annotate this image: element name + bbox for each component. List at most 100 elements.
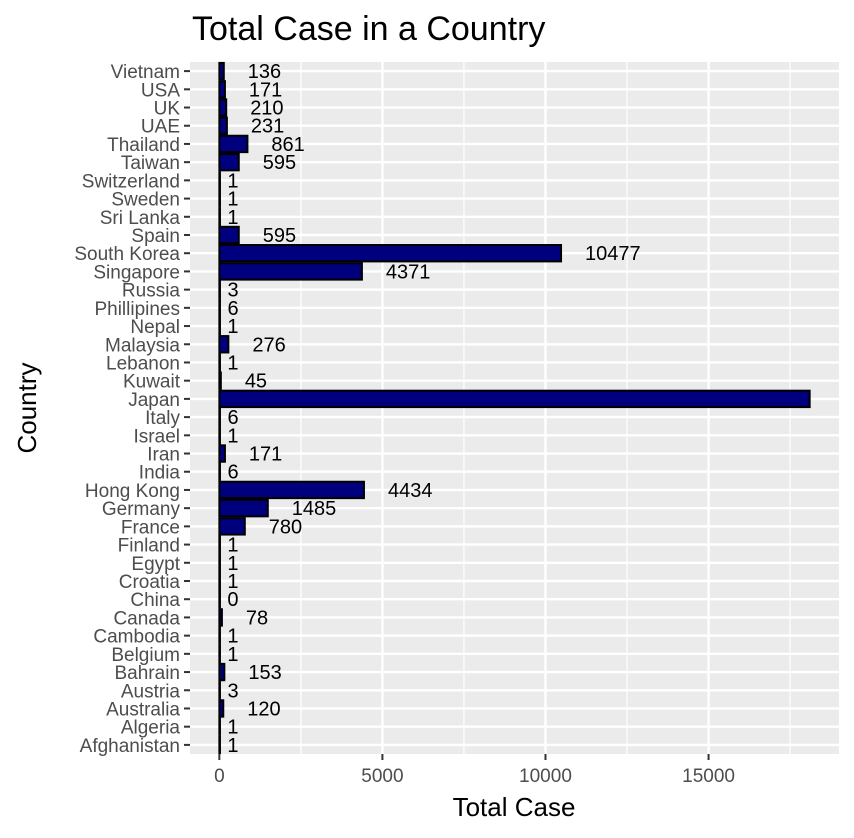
bar [218,608,223,627]
bar [218,462,221,481]
bar [218,316,221,336]
x-tick-label: 5000 [361,766,403,787]
data-label: 231 [251,116,284,138]
y-tick-label: Algeria [121,718,181,739]
x-tick-label: 10000 [519,766,572,787]
data-label: 0 [227,589,238,611]
bar [218,207,221,226]
data-label: 4371 [386,261,431,283]
y-tick-label: Phillipines [94,299,180,320]
bar [218,335,230,354]
y-tick-label: Nepal [130,317,180,338]
data-label: 1 [227,189,238,211]
bar [218,371,222,390]
bar [218,244,563,263]
y-tick-label: Afghanistan [80,736,180,757]
bar [218,699,225,718]
data-label: 1 [227,717,238,739]
y-tick-label: UK [154,99,181,120]
bar [218,353,221,372]
y-tick-label: Croatia [119,572,181,593]
y-tick-label: Iran [147,445,180,466]
data-label: 171 [249,444,282,466]
grid-lines [190,62,839,754]
data-labels-group: 1361712102318615951115951047743713612761… [227,61,640,757]
y-tick-label: Finland [118,536,180,557]
data-label: 1 [227,553,238,575]
bar [218,389,811,409]
bar [218,407,221,427]
y-tick-label: Israel [134,426,180,447]
y-axis-title: Country [12,362,42,453]
y-tick-label: Lebanon [106,353,180,374]
bar [218,571,221,591]
y-tick-label: Russia [122,281,181,302]
bar [218,225,240,245]
bar [218,553,221,572]
bar [218,735,221,755]
data-label: 6 [228,462,239,484]
y-axis-ticks: VietnamUSAUKUAEThailandTaiwanSwitzerland… [74,62,190,757]
bar [218,626,221,645]
data-label: 276 [252,334,285,356]
data-label: 210 [250,98,283,120]
y-tick-label: Belgium [111,645,180,666]
data-label: 780 [269,516,302,538]
data-label: 595 [263,225,296,247]
data-label: 120 [247,698,280,720]
data-label: 1 [227,425,238,447]
y-tick-label: Australia [106,699,180,720]
y-tick-label: Japan [128,390,180,411]
y-tick-label: UAE [141,117,180,138]
bar [218,98,228,117]
data-label: 1 [227,535,238,557]
bar [218,681,221,700]
data-label: 1 [227,644,238,666]
y-tick-label: Vietnam [111,62,180,83]
data-label: 1 [227,316,238,338]
y-tick-label: Singapore [93,262,180,283]
chart-title: Total Case in a Country [192,10,545,48]
data-label: 595 [263,152,296,174]
bar [218,116,228,135]
y-tick-label: USA [141,80,180,101]
x-axis-ticks: 0 5000 10000 15000 [214,754,735,787]
bar [218,426,221,445]
bar [218,189,221,208]
y-tick-label: France [121,517,180,538]
bar [218,517,246,536]
data-label: 171 [249,79,282,101]
bar [218,80,226,99]
data-label: 3 [227,680,238,702]
x-tick-label: 0 [214,766,225,787]
bar [218,644,221,664]
data-label: 4434 [388,480,433,502]
y-tick-label: Germany [102,499,181,520]
y-tick-label: Taiwan [121,153,180,174]
bar [218,280,221,299]
y-tick-label: Canada [113,608,180,629]
data-label: 136 [248,61,281,83]
y-tick-label: Sri Lanka [100,208,181,229]
data-label: 3 [227,280,238,302]
data-label: 1 [227,352,238,374]
y-tick-label: Malaysia [105,335,180,356]
y-tick-label: Egypt [131,554,180,575]
data-label: 1 [227,571,238,593]
data-label: 153 [248,662,281,684]
y-tick-label: Bahrain [115,663,181,684]
data-label: 45 [245,371,267,393]
bar [218,717,221,736]
x-axis-title: Total Case [453,792,576,822]
bar [218,262,363,281]
bars-group [218,61,811,755]
bar [218,298,221,318]
bar [218,171,221,190]
data-label: 1485 [292,498,337,520]
y-tick-label: Cambodia [93,627,180,648]
bar [218,498,269,518]
y-tick-label: Kuwait [123,372,181,393]
bar [218,535,221,554]
data-label: 6 [228,298,239,320]
data-label: 1 [227,735,238,757]
